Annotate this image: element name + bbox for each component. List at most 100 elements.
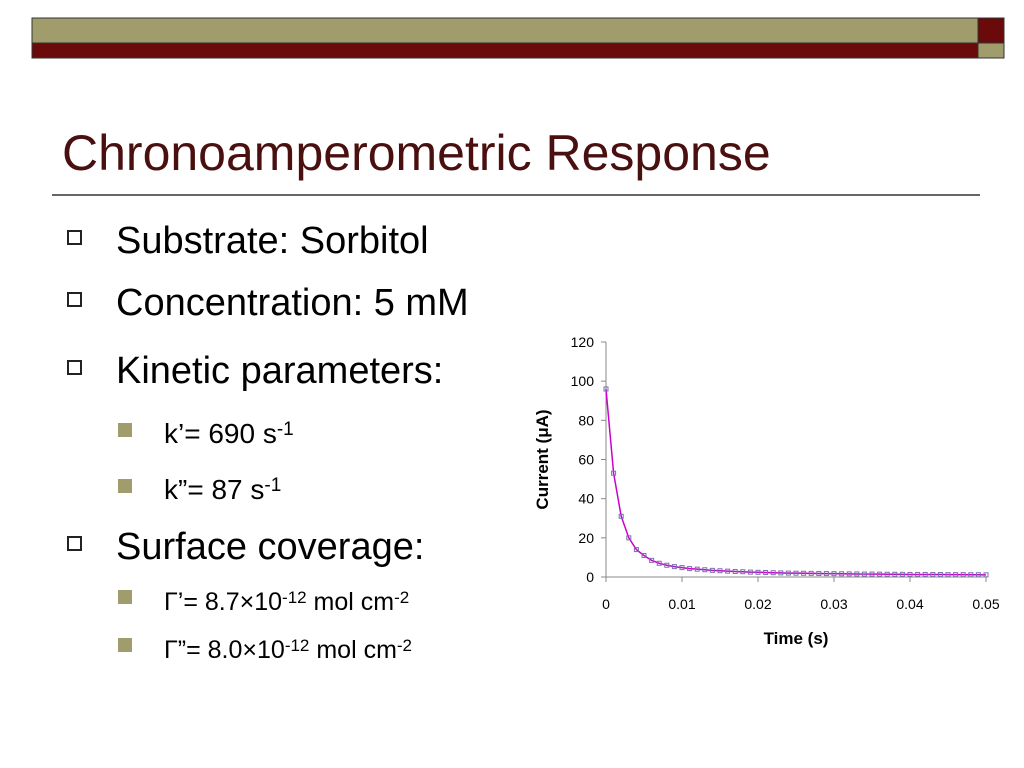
bullet-text: Concentration: 5 mM <box>116 282 469 324</box>
data-point <box>641 552 647 558</box>
data-point <box>671 564 677 570</box>
data-point <box>899 571 905 577</box>
corner-box <box>977 17 1005 44</box>
sub-bullet-marker <box>118 423 132 437</box>
data-point <box>975 572 981 578</box>
slide-title: Chronoamperometric Response <box>62 125 771 181</box>
data-point <box>763 569 769 575</box>
x-tick-label: 0.01 <box>668 596 695 612</box>
bullet-marker <box>67 292 82 307</box>
data-point <box>785 570 791 576</box>
data-point <box>907 571 913 577</box>
superscript: -1 <box>264 475 281 496</box>
data-point <box>816 570 822 576</box>
superscript: -12 <box>282 588 307 607</box>
text-part: k”= 87 s <box>164 474 264 505</box>
data-point <box>702 567 708 573</box>
bullet-marker <box>67 360 82 375</box>
y-tick-label: 40 <box>578 491 594 507</box>
x-tick-label: 0.02 <box>744 596 771 612</box>
x-tick-label: 0.03 <box>820 596 847 612</box>
bullet-marker <box>67 230 82 245</box>
data-point <box>725 568 731 574</box>
x-axis-label: Time (s) <box>764 629 829 648</box>
data-point <box>960 572 966 578</box>
bullet-text: Substrate: Sorbitol <box>116 220 429 262</box>
data-point <box>679 565 685 571</box>
text-part: Γ”= 8.0×10 <box>164 636 285 664</box>
sub-bullet-text: Γ”= 8.0×10-12 mol cm-2 <box>164 636 412 664</box>
data-point <box>747 569 753 575</box>
data-point <box>983 572 989 578</box>
bullet-marker <box>67 536 82 551</box>
superscript: -1 <box>277 419 294 440</box>
corner-box <box>977 42 1005 59</box>
fit-line <box>605 388 987 576</box>
data-point <box>801 570 807 576</box>
x-tick-label: 0 <box>602 596 610 612</box>
data-point <box>953 572 959 578</box>
sub-bullet-text: k’= 690 s-1 <box>164 418 294 449</box>
data-point <box>869 571 875 577</box>
data-point <box>930 572 936 578</box>
y-tick-label: 100 <box>571 373 595 389</box>
sub-bullet-marker <box>118 590 132 604</box>
data-point <box>618 513 624 519</box>
y-tick-label: 20 <box>578 530 594 546</box>
data-point <box>770 570 776 576</box>
data-point <box>808 570 814 576</box>
data-point <box>687 566 693 572</box>
y-tick-label: 60 <box>578 452 594 468</box>
data-point <box>854 571 860 577</box>
y-axis-label: Current (μA) <box>533 409 552 509</box>
data-point <box>626 535 632 541</box>
top-band <box>31 42 979 59</box>
text-part: mol cm <box>309 636 397 664</box>
superscript: -12 <box>285 636 310 655</box>
data-point <box>656 560 662 566</box>
data-point <box>740 569 746 575</box>
data-point <box>664 562 670 568</box>
text-part: k’= 690 s <box>164 418 277 449</box>
superscript: -2 <box>397 636 412 655</box>
sub-bullet-text: k”= 87 s-1 <box>164 474 281 505</box>
y-tick-label: 0 <box>586 569 594 585</box>
text-part: Γ’= 8.7×10 <box>164 588 282 616</box>
data-point <box>831 571 837 577</box>
y-tick-label: 120 <box>571 334 595 350</box>
data-point <box>922 571 928 577</box>
x-tick-label: 0.05 <box>972 596 999 612</box>
data-point <box>823 571 829 577</box>
superscript: -2 <box>394 588 409 607</box>
text-part: mol cm <box>307 588 395 616</box>
y-tick-label: 80 <box>578 412 594 428</box>
x-tick-label: 0.04 <box>896 596 923 612</box>
top-band <box>31 17 979 44</box>
data-point <box>649 557 655 563</box>
data-point <box>633 547 639 553</box>
data-point <box>709 567 715 573</box>
sub-bullet-text: Γ’= 8.7×10-12 mol cm-2 <box>164 588 409 616</box>
data-point <box>846 571 852 577</box>
data-point <box>611 470 617 476</box>
data-point <box>694 566 700 572</box>
data-point <box>877 571 883 577</box>
data-point <box>732 569 738 575</box>
data-point <box>603 386 609 392</box>
data-point <box>861 571 867 577</box>
data-point <box>793 570 799 576</box>
sub-bullet-marker <box>118 638 132 652</box>
data-point <box>892 571 898 577</box>
bullet-text: Surface coverage: <box>116 526 424 568</box>
data-point <box>717 568 723 574</box>
data-point <box>915 571 921 577</box>
data-point <box>778 570 784 576</box>
bullet-text: Kinetic parameters: <box>116 350 443 392</box>
data-point <box>968 572 974 578</box>
data-point <box>755 569 761 575</box>
data-point <box>945 572 951 578</box>
sub-bullet-marker <box>118 479 132 493</box>
data-point <box>884 571 890 577</box>
